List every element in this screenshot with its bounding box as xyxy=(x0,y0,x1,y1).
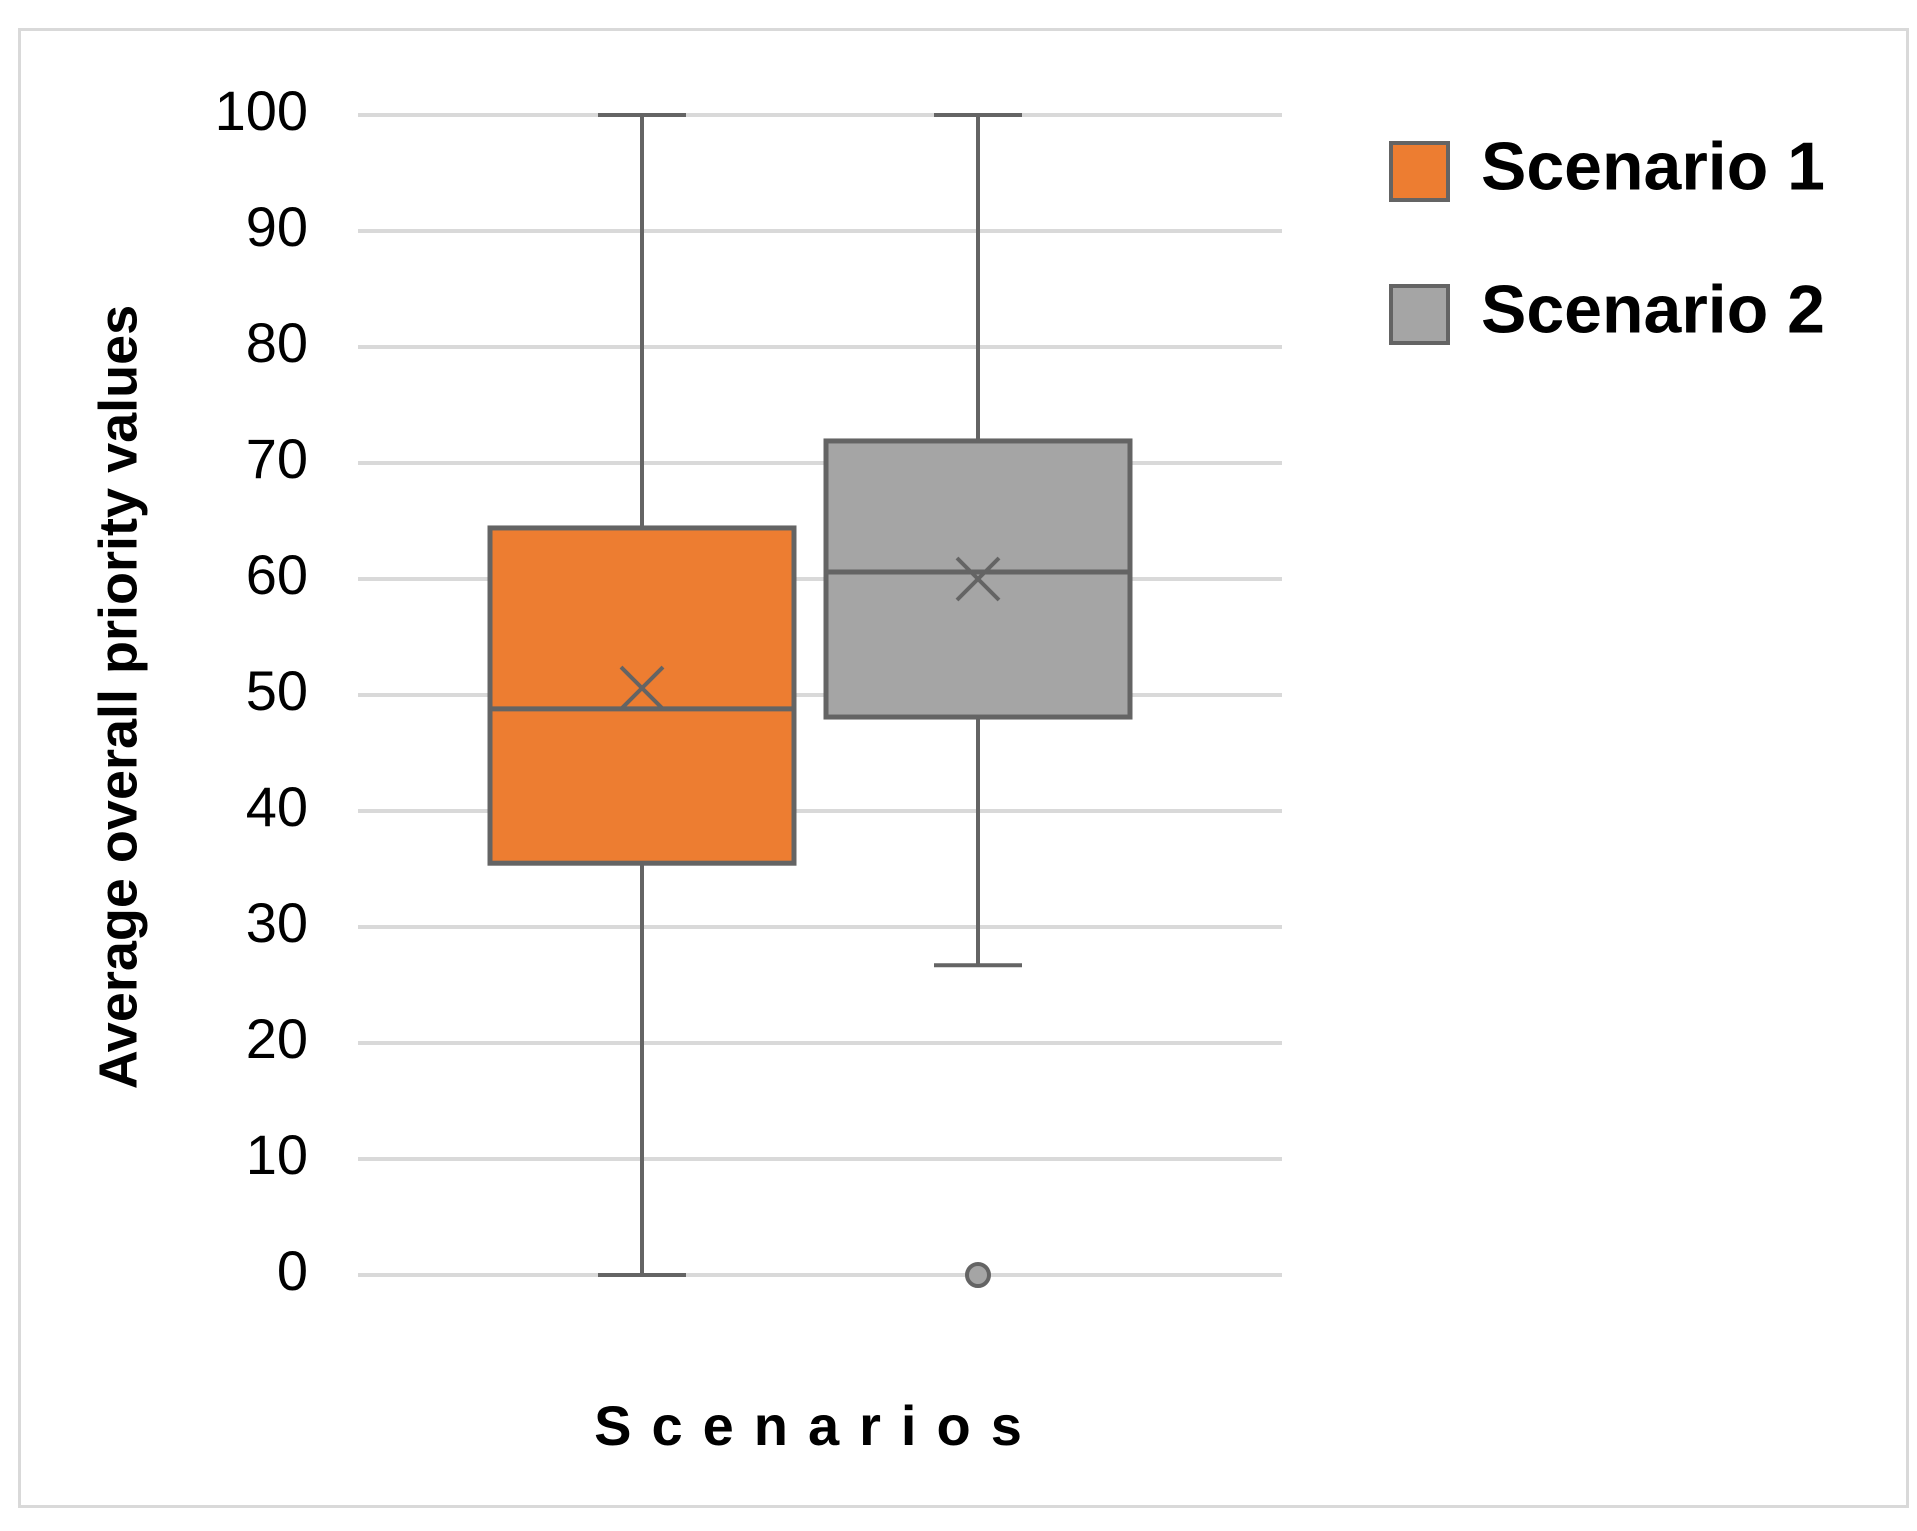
y-tick-label: 80 xyxy=(246,311,308,374)
legend-swatch xyxy=(1389,284,1450,345)
boxes xyxy=(487,113,1133,1288)
y-tick-label: 90 xyxy=(246,195,308,258)
legend-item: Scenario 1 xyxy=(1389,128,1825,204)
y-tick-label: 50 xyxy=(246,659,308,722)
interquartile-box xyxy=(823,438,1133,720)
legend-label: Scenario 2 xyxy=(1481,271,1825,347)
box-2 xyxy=(823,113,1133,1288)
y-tick-label: 40 xyxy=(246,775,308,838)
y-tick-label: 10 xyxy=(246,1123,308,1186)
mean-marker xyxy=(619,665,665,711)
y-tick-label: 30 xyxy=(246,891,308,954)
legend-swatch xyxy=(1389,141,1450,202)
y-tick-label: 70 xyxy=(246,427,308,490)
x-axis-title: Scenarios xyxy=(594,1394,1042,1457)
legend-label: Scenario 1 xyxy=(1481,128,1825,204)
outlier-point xyxy=(965,1262,991,1288)
y-axis-title: Average overall priority values xyxy=(88,305,148,1089)
legend-item: Scenario 2 xyxy=(1389,271,1825,347)
y-tick-label: 60 xyxy=(246,543,308,606)
box-1 xyxy=(487,113,797,1277)
chart-frame xyxy=(18,28,1909,1508)
mean-marker xyxy=(955,556,1001,602)
y-tick-label: 0 xyxy=(277,1239,308,1302)
interquartile-box xyxy=(487,525,797,866)
legend: Scenario 1 Scenario 2 xyxy=(1389,128,1825,347)
y-tick-label: 20 xyxy=(246,1007,308,1070)
y-tick-label: 100 xyxy=(215,79,308,142)
y-axis-ticks: 0 10 20 30 40 50 60 70 80 90 100 xyxy=(215,79,308,1302)
